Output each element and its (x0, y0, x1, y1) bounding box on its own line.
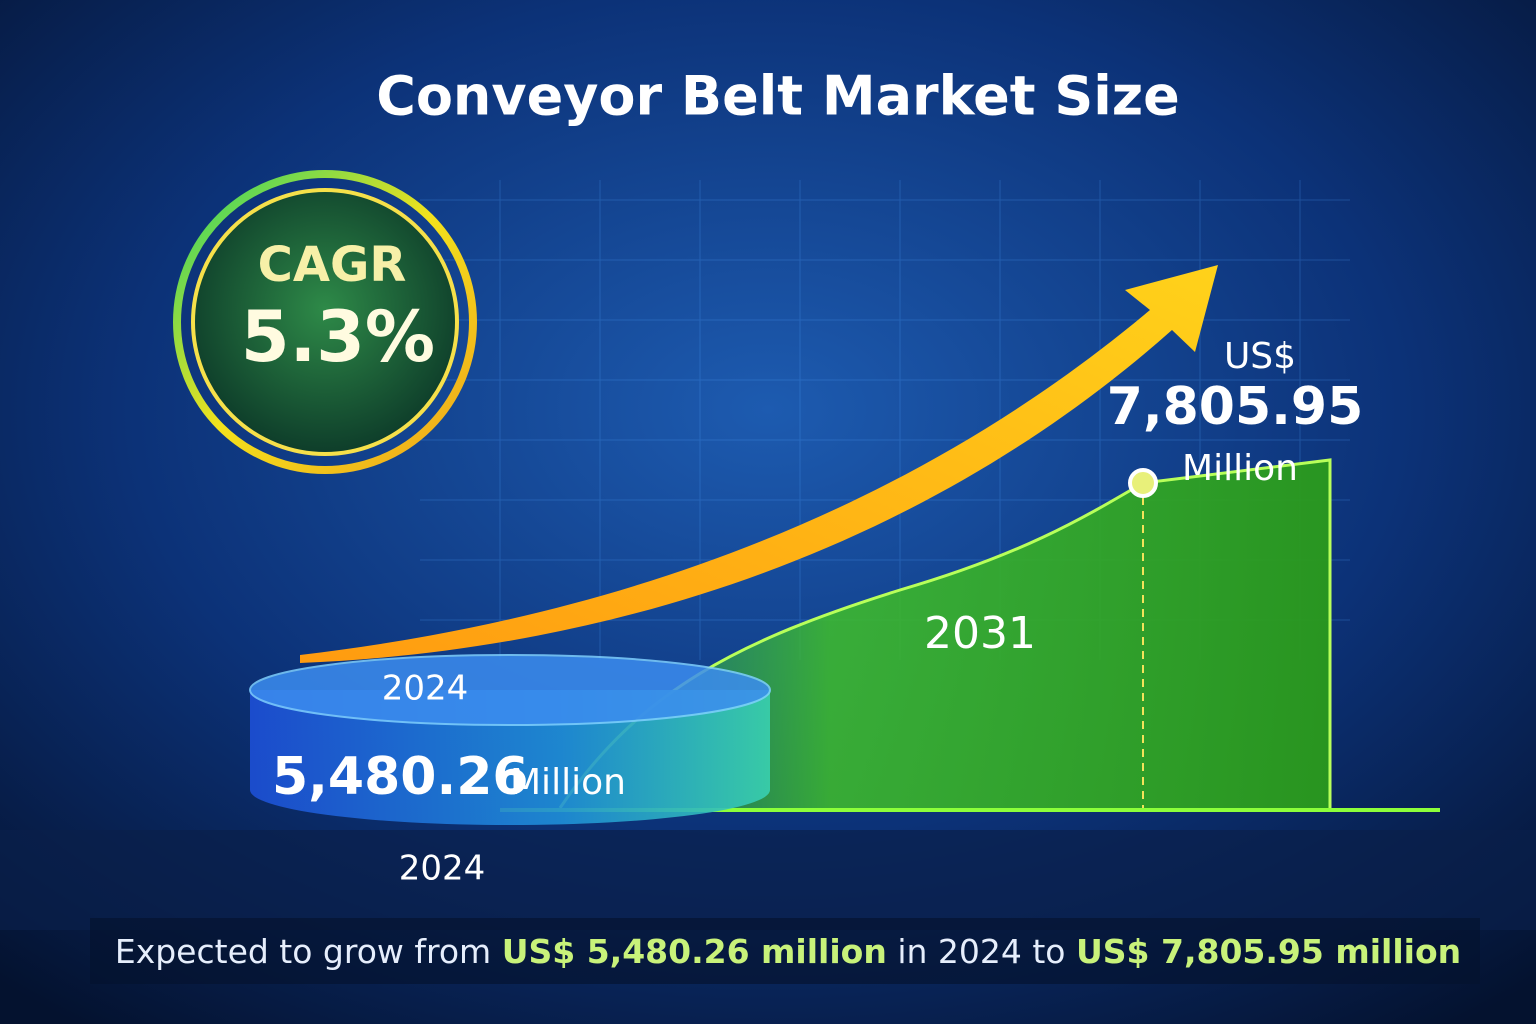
title: Conveyor Belt Market Size (376, 65, 1180, 128)
start-year-bottom: 2024 (399, 849, 486, 889)
end-currency: US$ (1224, 336, 1296, 377)
footer-highlight: US$ 5,480.26 million (502, 932, 887, 971)
cagr-badge (191, 188, 459, 456)
footer-highlight: US$ 7,805.95 million (1076, 932, 1461, 971)
footer-text: in 2024 to (887, 932, 1076, 971)
cagr-ring (173, 170, 477, 474)
cylinder-body (250, 690, 770, 825)
footer-text: Expected to grow from (115, 932, 502, 971)
start-unit: Million (510, 762, 626, 803)
cylinder-top (249, 654, 771, 726)
end-amount: 7,805.95 (1107, 377, 1364, 437)
cagr-value: 5.3% (241, 296, 435, 378)
cagr-label: CAGR (258, 237, 407, 293)
rollers (0, 830, 1536, 930)
marker-point (1128, 468, 1158, 498)
end-year: 2031 (924, 608, 1036, 659)
start-amount: 5,480.26 (272, 747, 529, 807)
footer-band (90, 918, 1480, 984)
start-year-top: 2024 (382, 669, 469, 709)
footer: Expected to grow from US$ 5,480.26 milli… (115, 932, 1461, 971)
end-unit: Million (1182, 448, 1298, 489)
